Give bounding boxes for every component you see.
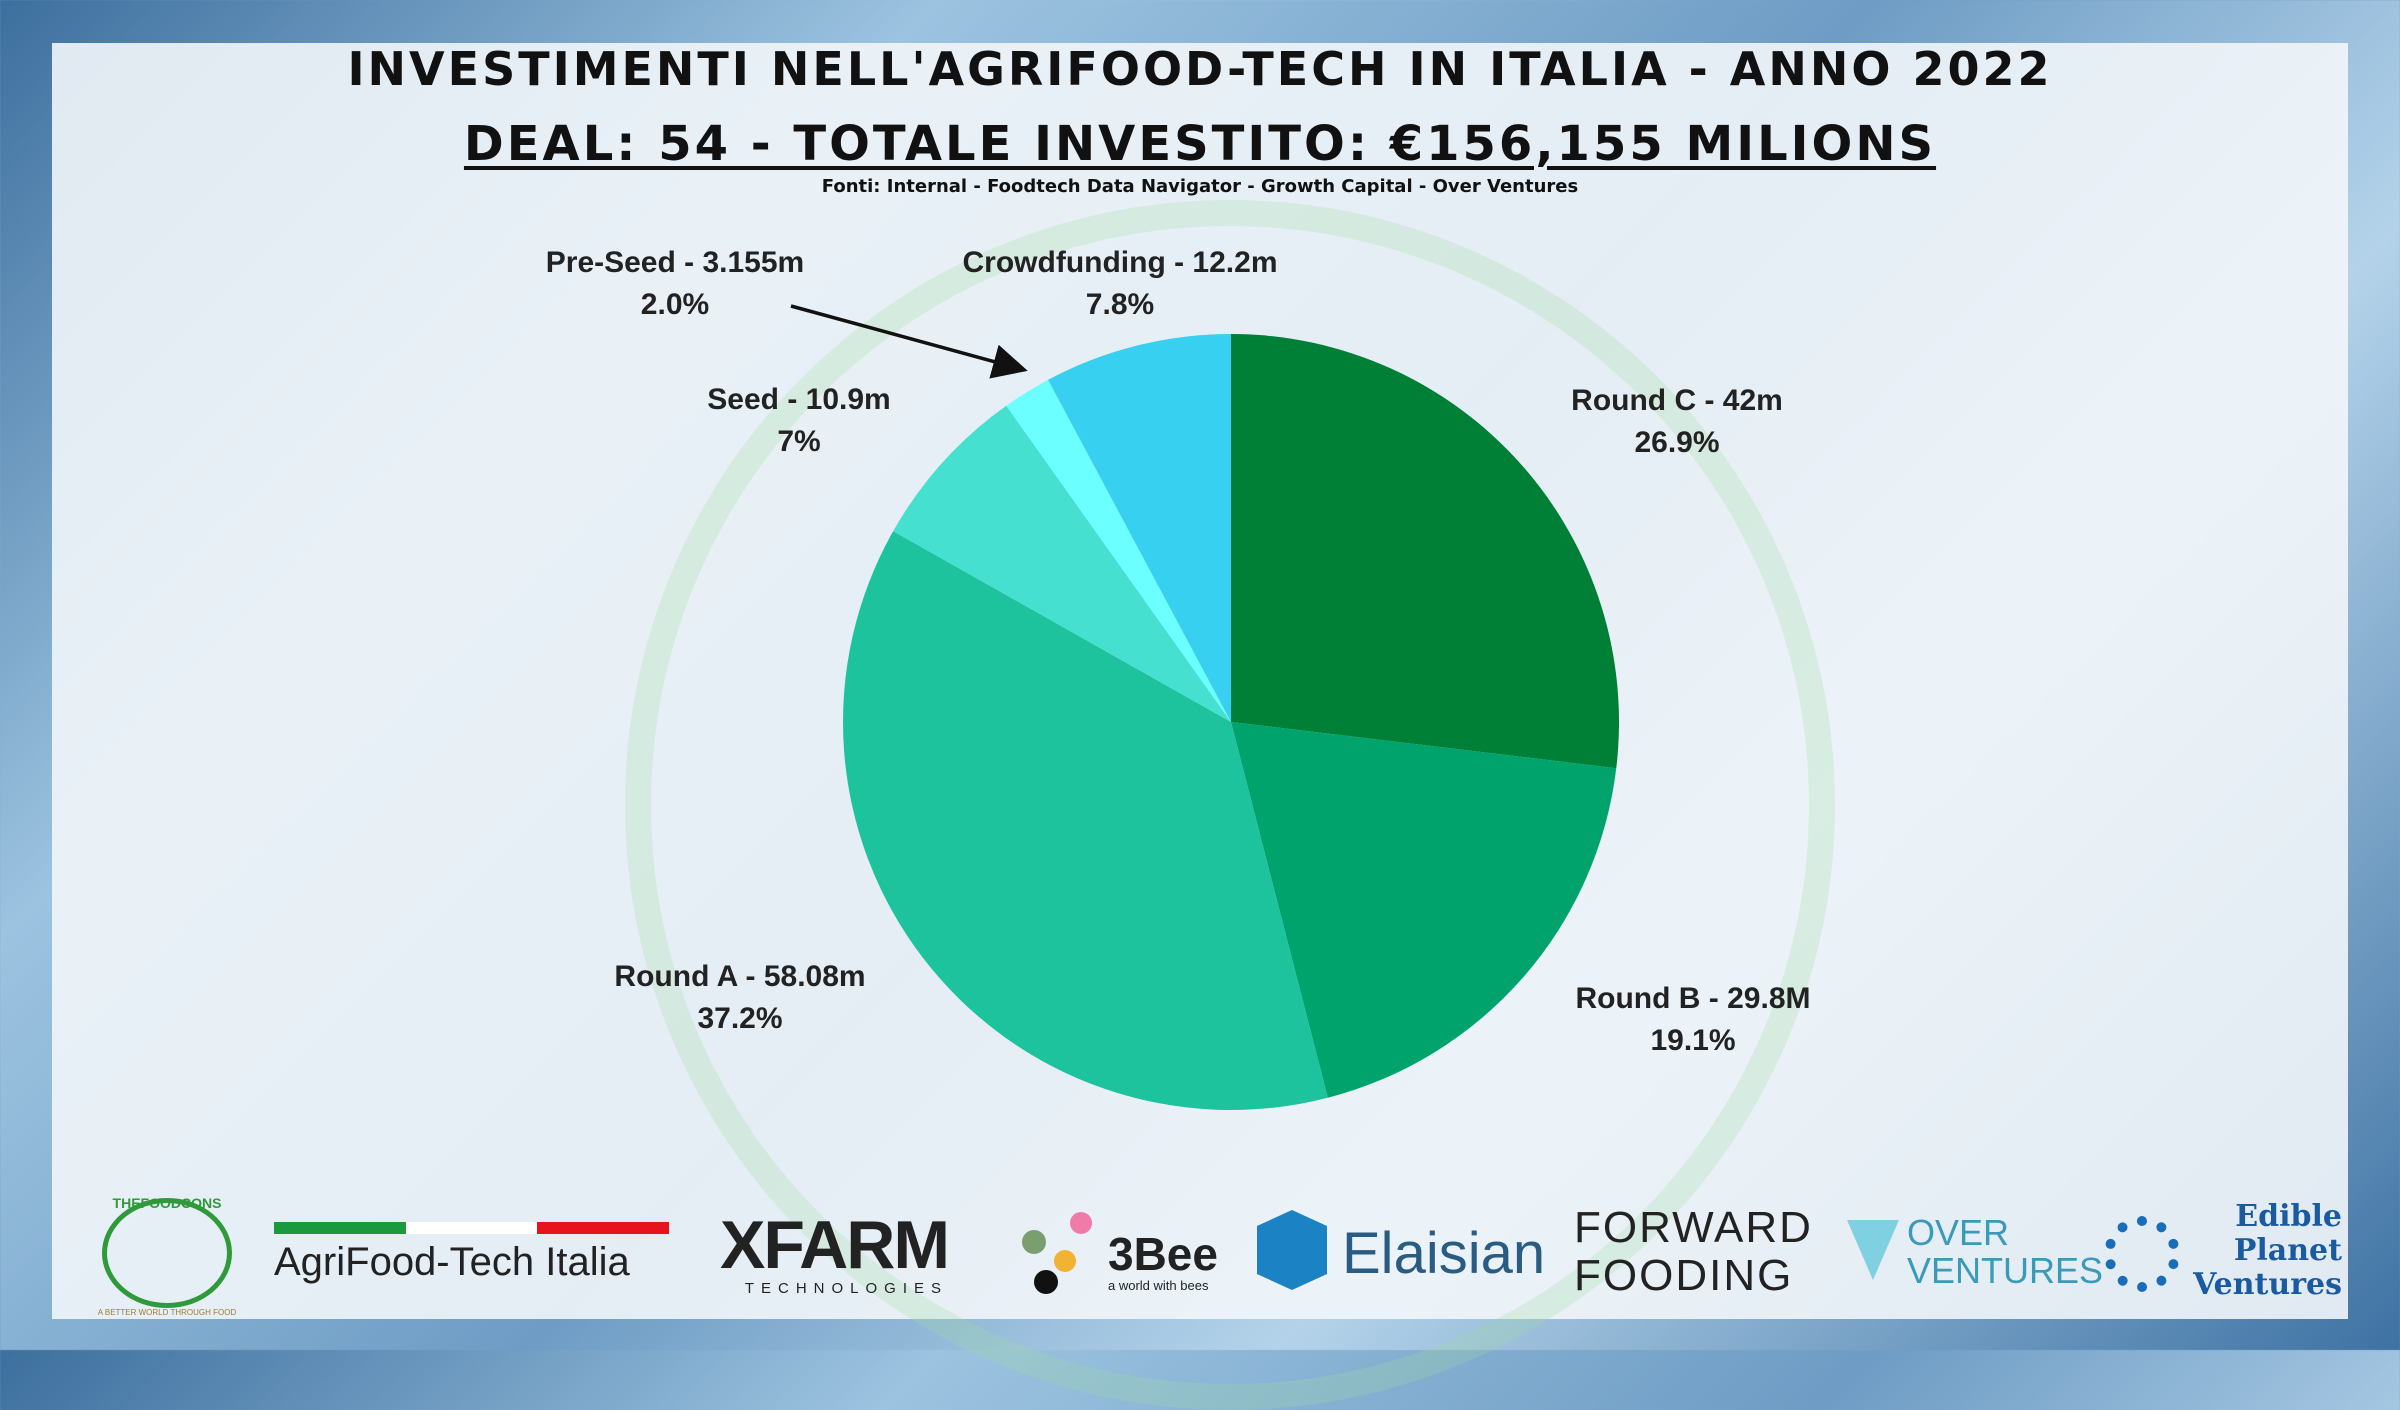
over-text: OVER xyxy=(1907,1212,2010,1253)
edible-text: Edible xyxy=(2235,1199,2342,1234)
thefoodcons-name: THEFOODCONS xyxy=(112,1195,222,1211)
pie-slice-seed xyxy=(893,405,1231,722)
edible-planet-logo: Edible Planet Ventures xyxy=(2182,1200,2342,1302)
slice-label: Pre-Seed - 3.155m xyxy=(545,246,805,279)
threebee-logo: 3Bee a world with bees xyxy=(1108,1230,1218,1293)
slice-percent: 7.8% xyxy=(1085,288,1155,321)
slice-percent: 26.9% xyxy=(1634,426,1720,459)
forward-fooding-logo: FORWARD FOODING xyxy=(1574,1204,1813,1300)
ventures-text: Ventures xyxy=(2193,1267,2342,1302)
threebee-sub: a world with bees xyxy=(1108,1278,1209,1293)
slice-label: Round A - 58.08m xyxy=(614,960,866,993)
pie-slice-pre-seed xyxy=(1006,379,1231,722)
chart-subtitle: DEAL: 54 - TOTALE INVESTITO: €156,155 MI… xyxy=(463,116,1937,172)
over-ventures-icon xyxy=(1847,1220,1899,1280)
agrifood-tech-italia-logo: AgriFood-Tech Italia xyxy=(274,1222,670,1285)
threebee-dots-icon xyxy=(1020,1210,1110,1300)
label-pre-seed: Pre-Seed - 3.155m 2.0% xyxy=(546,242,804,326)
ventures-text: VENTURES xyxy=(1907,1250,2104,1291)
over-ventures-logo: OVER VENTURES xyxy=(1907,1214,2103,1290)
pie-slice-round-a xyxy=(843,531,1328,1110)
xfarm-name: XFARM xyxy=(720,1207,950,1283)
slice-label: Crowdfunding - 12.2m xyxy=(962,246,1278,279)
sponsor-logos: THEFOODCONS A BETTER WORLD THROUGH FOOD … xyxy=(52,1190,2348,1317)
label-round-c: Round C - 42m 26.9% xyxy=(1571,380,1783,464)
slice-label: Round B - 29.8M xyxy=(1575,982,1811,1015)
forward-text: FORWARD xyxy=(1574,1203,1813,1252)
planet-text: Planet xyxy=(2233,1233,2342,1268)
xfarm-logo: XFARM TECHNOLOGIES xyxy=(720,1207,950,1297)
edible-planet-icon xyxy=(2104,1216,2180,1292)
label-round-a: Round A - 58.08m 37.2% xyxy=(614,956,865,1040)
source-note: Fonti: Internal - Foodtech Data Navigato… xyxy=(821,176,1579,197)
fooding-text: FOODING xyxy=(1574,1251,1794,1300)
slice-percent: 7% xyxy=(777,425,821,458)
slice-label: Round C - 42m xyxy=(1571,384,1783,417)
pie-slice-round-b xyxy=(1231,722,1617,1098)
slice-label: Seed - 10.9m xyxy=(707,383,891,416)
pie-slice-crowdfunding xyxy=(1048,334,1231,722)
thefoodcons-tag: A BETTER WORLD THROUGH FOOD xyxy=(97,1308,237,1317)
label-seed: Seed - 10.9m 7% xyxy=(707,379,890,463)
agrifood-name: AgriFood-Tech Italia xyxy=(274,1240,630,1284)
slice-percent: 19.1% xyxy=(1650,1024,1736,1057)
pie-slice-round-c xyxy=(1231,334,1620,769)
threebee-name: 3Bee xyxy=(1108,1228,1218,1280)
chart-title: INVESTIMENTI NELL'AGRIFOOD-TECH IN ITALI… xyxy=(347,42,2053,96)
label-crowdfunding: Crowdfunding - 12.2m 7.8% xyxy=(963,242,1278,326)
pie-chart xyxy=(790,304,1620,1110)
xfarm-sub: TECHNOLOGIES xyxy=(744,1280,948,1297)
pre-seed-arrow xyxy=(790,304,1028,379)
elaisian-icon xyxy=(1257,1210,1327,1290)
thefoodcons-logo: THEFOODCONS A BETTER WORLD THROUGH FOOD xyxy=(98,1195,237,1317)
slice-percent: 37.2% xyxy=(697,1002,783,1035)
label-round-b: Round B - 29.8M 19.1% xyxy=(1575,978,1810,1062)
slice-percent: 2.0% xyxy=(640,288,710,321)
elaisian-logo: Elaisian xyxy=(1342,1221,1546,1286)
